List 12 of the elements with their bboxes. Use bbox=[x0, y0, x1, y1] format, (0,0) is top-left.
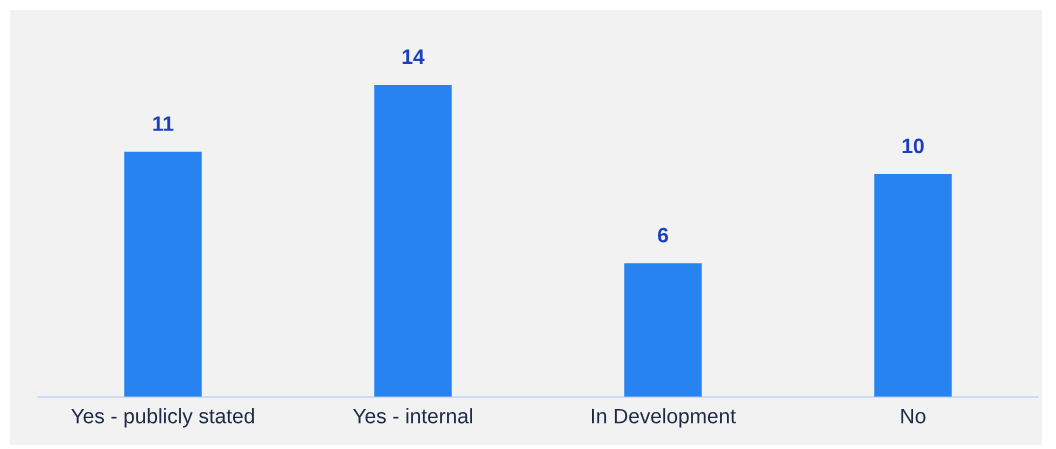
x-tick-label: In Development bbox=[591, 408, 736, 428]
bar bbox=[874, 174, 952, 397]
data-label: 6 bbox=[657, 227, 669, 243]
bar bbox=[624, 263, 702, 397]
x-tick-label: Yes - publicly stated bbox=[71, 408, 254, 428]
data-label: 14 bbox=[402, 49, 425, 64]
data-label: 10 bbox=[902, 138, 924, 154]
data-label: 11 bbox=[153, 116, 174, 131]
bar bbox=[374, 84, 452, 397]
bar bbox=[124, 151, 202, 397]
x-tick-label: No bbox=[901, 408, 926, 424]
x-tick-label: Yes - internal bbox=[353, 408, 473, 424]
